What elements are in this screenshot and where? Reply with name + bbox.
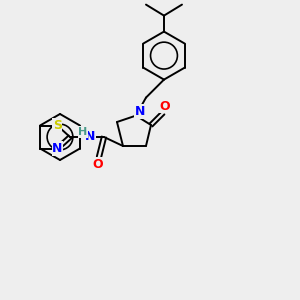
Text: N: N <box>52 142 62 155</box>
Text: S: S <box>53 119 62 132</box>
Text: O: O <box>160 100 170 112</box>
Text: N: N <box>85 130 95 142</box>
Text: N: N <box>135 105 145 118</box>
Text: H: H <box>78 127 88 137</box>
Text: O: O <box>93 158 103 170</box>
